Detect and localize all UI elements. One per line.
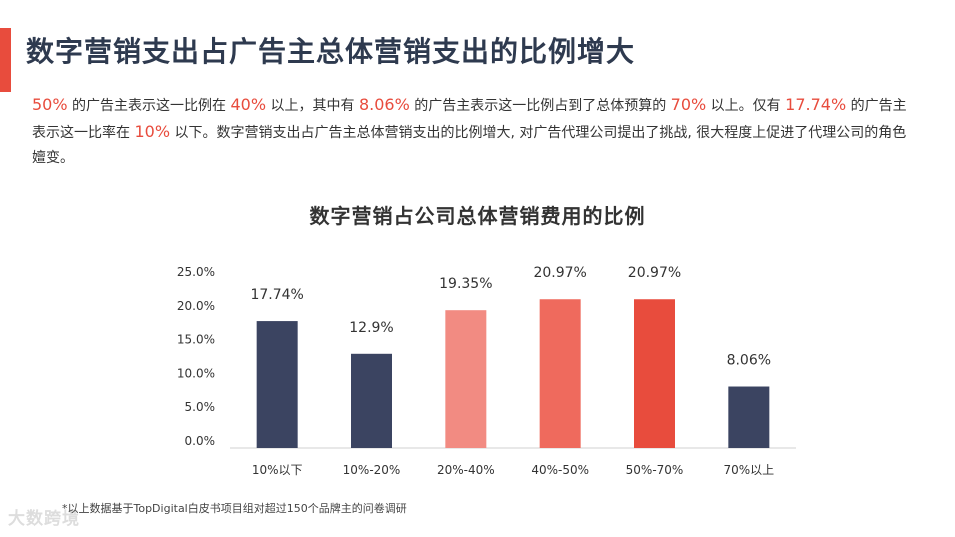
category-label: 40%-50% — [531, 463, 589, 477]
intro-text: 以上。仅有 — [706, 98, 786, 114]
value-label: 20.97% — [533, 265, 586, 281]
intro-highlight: 10% — [134, 122, 171, 141]
intro-highlight: 70% — [670, 95, 707, 114]
value-label: 19.35% — [439, 276, 492, 292]
category-label: 20%-40% — [437, 463, 495, 477]
y-tick-label: 5.0% — [185, 400, 216, 414]
intro-text: 的广告主表示这一比率在 — [32, 98, 907, 141]
intro-text: 以上，其中有 — [266, 98, 359, 114]
value-label: 8.06% — [727, 353, 771, 369]
bar — [351, 353, 392, 448]
intro-highlight: 17.74% — [785, 95, 847, 114]
bar — [634, 299, 675, 448]
intro-highlight: 50% — [32, 95, 68, 114]
value-label: 12.9% — [349, 320, 393, 336]
bar — [539, 299, 581, 448]
intro-text: 以下。数字营销支出占广告主总体营销支出的比例增大, 对广告代理公司提出了挑战, … — [32, 125, 907, 166]
category-label: 10%-20% — [343, 463, 401, 477]
chart-title: 数字营销占公司总体营销费用的比例 — [309, 204, 646, 228]
intro-text: 的广告主表示这一比例占到了总体预算的 — [409, 98, 671, 114]
category-label: 10%以下 — [252, 463, 303, 477]
intro-paragraph: 50% 的广告主表示这一比例在 40% 以上，其中有 8.06% 的广告主表示这… — [32, 92, 912, 171]
y-tick-label: 0.0% — [185, 434, 216, 448]
y-tick-label: 25.0% — [177, 265, 215, 279]
category-label: 50%-70% — [626, 463, 684, 477]
intro-highlight: 8.06% — [358, 95, 410, 114]
intro-text: 的广告主表示这一比例在 — [67, 98, 231, 114]
watermark-logo: 大数跨境 — [8, 509, 80, 529]
bar — [728, 386, 770, 448]
page-title: 数字营销支出占广告主总体营销支出的比例增大 — [26, 35, 636, 68]
value-label: 17.74% — [250, 287, 303, 303]
category-label: 70%以上 — [723, 463, 774, 477]
title-accent-bar — [0, 28, 11, 92]
intro-highlight: 40% — [230, 95, 267, 114]
y-tick-label: 15.0% — [177, 333, 215, 347]
y-tick-label: 10.0% — [177, 366, 215, 380]
footnote: *以上数据基于TopDigital白皮书项目组对超过150个品牌主的问卷调研 — [62, 502, 407, 515]
bar — [445, 310, 487, 448]
bar — [256, 321, 298, 448]
y-tick-label: 20.0% — [177, 299, 215, 313]
value-label: 20.97% — [628, 265, 681, 281]
